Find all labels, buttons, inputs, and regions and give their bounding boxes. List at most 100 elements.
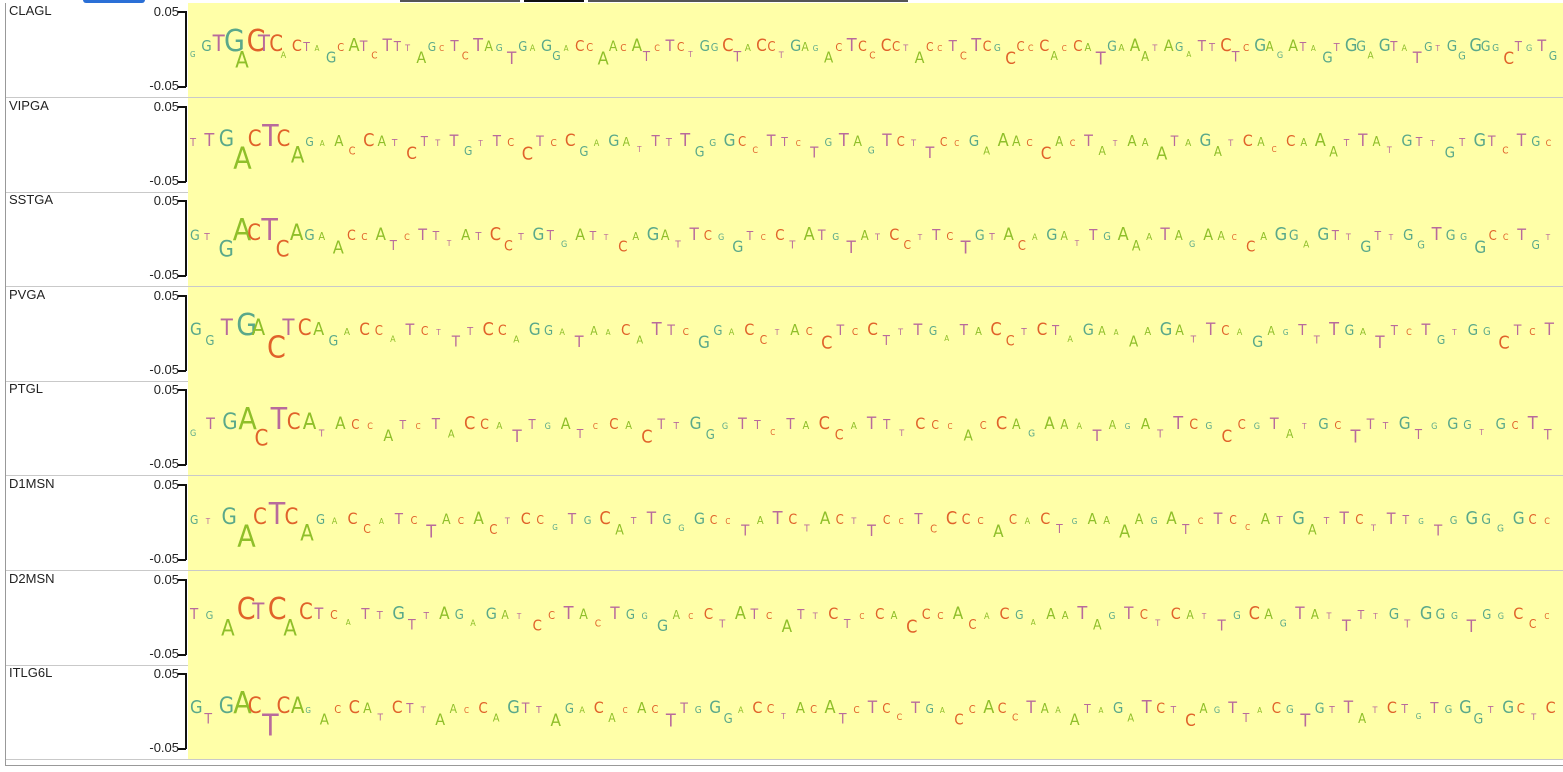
logo-letter: G — [1431, 422, 1437, 432]
logo-letter: C — [1503, 49, 1514, 69]
logo-letter: C — [683, 327, 689, 338]
logo-letter: G — [236, 308, 257, 343]
logo-letter: C — [363, 130, 374, 151]
logo-letter: A — [636, 333, 643, 346]
logo-letter: T — [843, 617, 851, 631]
logo-letter: T — [931, 226, 941, 244]
y-axis-min-label: -0.05 — [149, 267, 179, 282]
logo-letter: A — [1186, 50, 1191, 59]
logo-letter: T — [1545, 233, 1551, 242]
logo-letter: T — [314, 604, 324, 623]
track-label[interactable]: SSTGA — [9, 192, 54, 207]
track-label[interactable]: ITLG6L — [9, 665, 53, 680]
logo-letter: A — [300, 522, 314, 547]
logo-letter: G — [1046, 225, 1057, 244]
logo-letter: A — [745, 43, 752, 54]
track-axis: VIPGA 0.05 -0.05 — [6, 98, 187, 192]
logo-letter: G — [1436, 607, 1446, 623]
logo-letter: A — [439, 604, 450, 624]
logo-letter: T — [812, 612, 818, 622]
logo-letter: C — [1498, 333, 1509, 354]
logo-letter: G — [832, 232, 839, 243]
y-axis-line — [185, 484, 187, 560]
logo-letter: T — [1487, 705, 1494, 716]
logo-letter: C — [375, 324, 383, 339]
logo-letter: G — [711, 41, 719, 54]
logo-letter: T — [1083, 702, 1091, 716]
logo-letter: G — [1532, 238, 1540, 252]
logo-letter: C — [937, 44, 942, 53]
logo-letter: C — [551, 138, 557, 149]
logo-letter: G — [1200, 131, 1212, 151]
logo-letter: C — [359, 320, 370, 340]
track-label[interactable]: VIPGA — [9, 98, 49, 113]
logo-letter: A — [891, 609, 898, 622]
logo-letter: C — [292, 36, 302, 55]
logo-letter: C — [915, 414, 925, 433]
logo-letter: G — [626, 608, 635, 623]
logo-letter: A — [1300, 136, 1307, 149]
logo-letter: C — [931, 418, 939, 432]
logo-letter: C — [609, 415, 618, 433]
logo-letter: T — [212, 32, 226, 57]
logo-letter: C — [767, 40, 775, 55]
logo-letter: G — [698, 333, 710, 353]
logo-letter: A — [853, 134, 862, 150]
logo-letter: A — [940, 706, 945, 715]
logo-letter: A — [349, 35, 360, 56]
logo-letter: C — [641, 427, 652, 448]
track-label[interactable]: PTGL — [9, 381, 43, 396]
track-label[interactable]: D1MSN — [9, 476, 55, 491]
logo-letter: C — [1028, 44, 1034, 54]
logo-letter: C — [1272, 145, 1277, 154]
logo-letter: A — [1044, 414, 1055, 434]
logo-letter: A — [1127, 711, 1134, 724]
logo-letter: C — [1037, 320, 1048, 340]
logo-letter: A — [757, 514, 764, 527]
logo-letter: C — [968, 618, 976, 633]
logo-letter: T — [882, 418, 891, 433]
active-tab-indicator[interactable] — [83, 0, 145, 3]
logo-letter: G — [1481, 512, 1491, 528]
logo-letter: A — [1114, 328, 1119, 337]
logo-letter: T — [1429, 139, 1435, 148]
track-label[interactable]: CLAGL — [9, 3, 52, 18]
track-label[interactable]: PVGA — [9, 287, 46, 302]
logo-letter: C — [361, 232, 367, 243]
logo-letter: T — [417, 225, 427, 244]
logo-letter: T — [902, 44, 908, 54]
logo-letter: C — [892, 40, 900, 55]
logo-letter: A — [1099, 144, 1107, 158]
logo-letter: C — [738, 135, 746, 150]
logo-letter: G — [190, 50, 196, 59]
logo-letter: G — [1160, 319, 1173, 340]
y-axis-max-label: 0.05 — [153, 572, 179, 587]
y-axis-tick-bottom — [178, 370, 186, 372]
logo-letter: T — [423, 611, 430, 622]
logo-letter: T — [451, 332, 461, 350]
logo-letter: C — [897, 135, 905, 150]
logo-letter: G — [1175, 40, 1183, 54]
logo-letter: C — [766, 611, 772, 622]
track-label[interactable]: D2MSN — [9, 571, 55, 586]
logo-letter: G — [868, 146, 875, 157]
logo-letter: A — [1257, 135, 1265, 149]
logo-letter: A — [332, 517, 338, 527]
logo-letter: C — [883, 513, 891, 527]
logo-letter: A — [993, 522, 1004, 542]
logo-letter: G — [224, 24, 245, 59]
logo-letter: A — [1288, 36, 1298, 55]
logo-letter: G — [205, 334, 214, 349]
logo-letter: C — [756, 36, 767, 56]
logo-letter: T — [1156, 427, 1164, 440]
logo-letter: A — [1200, 702, 1208, 717]
logo-letter: C — [334, 703, 341, 716]
